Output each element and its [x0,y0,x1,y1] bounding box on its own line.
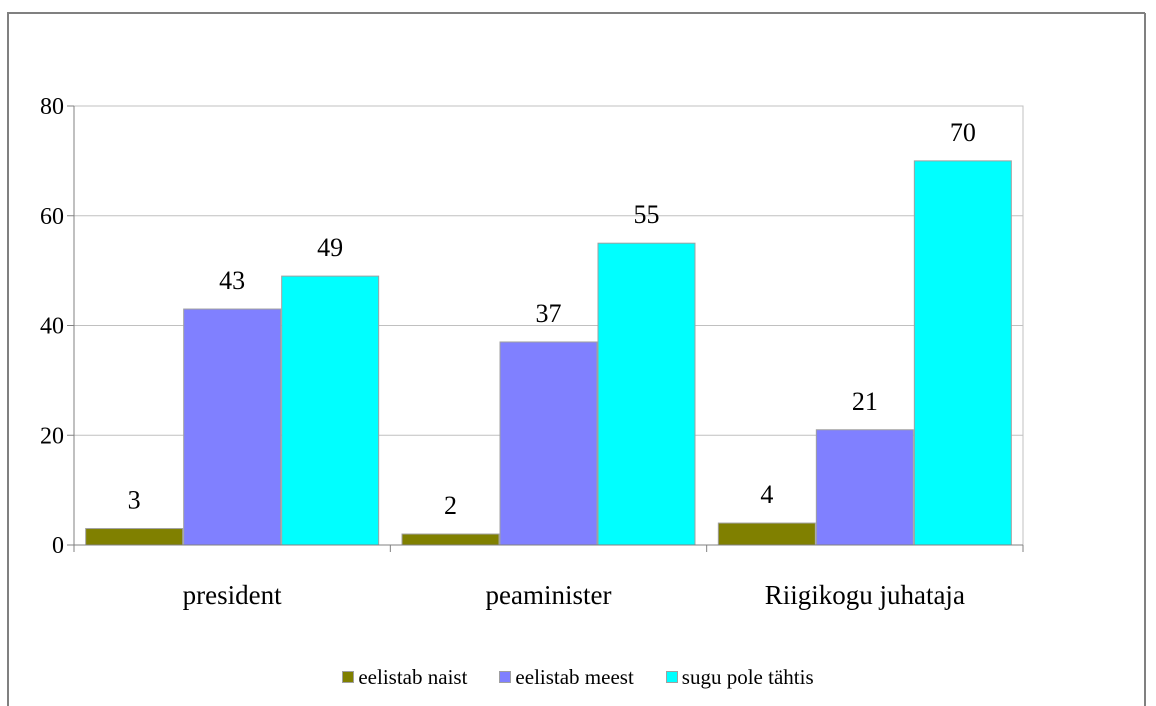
legend-item: eelistab meest [499,664,634,690]
legend-swatch [342,671,355,683]
data-label: 70 [950,118,976,147]
bar-eelistab-naist-0 [85,528,184,546]
bar-sugu-pole-tähtis-1 [597,242,696,546]
data-label: 43 [219,266,245,295]
bar-eelistab-meest-1 [499,341,598,546]
bar-sugu-pole-tähtis-2 [913,160,1012,546]
legend-item: sugu pole tähtis [665,664,814,690]
y-tick-label: 20 [40,423,64,449]
bar-eelistab-meest-0 [183,308,282,546]
y-tick-label: 0 [52,533,64,559]
data-label: 4 [760,480,773,509]
legend-swatch [665,671,678,683]
legend-item: eelistab naist [342,665,467,690]
data-label: 21 [852,387,878,416]
bar-sugu-pole-tähtis-0 [281,275,380,546]
data-label: 55 [634,200,660,229]
y-tick-label: 80 [40,94,64,120]
legend-label: eelistab naist [358,664,468,689]
data-label: 2 [444,491,457,520]
data-label: 3 [128,486,141,515]
bar-eelistab-naist-2 [717,522,816,546]
legend-label: eelistab meest [515,664,634,689]
legend-swatch [499,671,512,683]
bar-eelistab-naist-1 [401,533,500,546]
y-tick-label: 60 [40,204,64,230]
x-category-label: Riigikogu juhataja [765,580,965,610]
x-category-label: peaminister [486,580,612,610]
bar-eelistab-meest-2 [815,429,914,546]
x-category-label: president [183,580,282,610]
legend: eelistab naist eelistab meest sugu pole tä… [0,660,1156,694]
legend-label: sugu pole tähtis [681,664,814,689]
data-label: 49 [317,233,343,262]
y-tick-label: 40 [40,314,64,340]
data-label: 37 [536,299,562,328]
